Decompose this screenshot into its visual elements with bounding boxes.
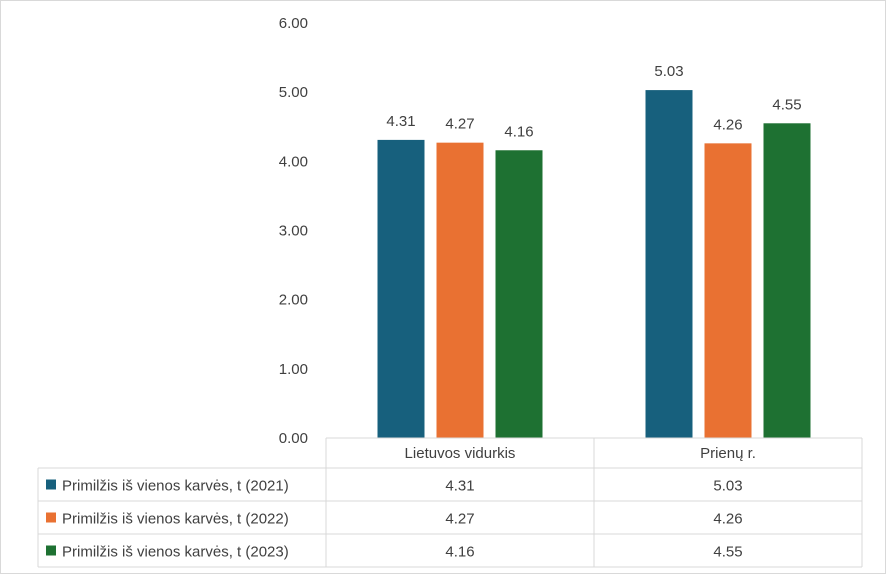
legend-key: [46, 545, 56, 556]
y-tick-label: 5.00: [279, 84, 308, 101]
y-tick-label: 6.00: [279, 15, 308, 32]
legend-key: [46, 512, 56, 523]
table-value: 5.03: [713, 478, 742, 495]
data-label: 4.55: [772, 96, 801, 113]
bar: [763, 123, 811, 439]
table-value: 4.16: [445, 544, 474, 561]
category-label: Lietuvos vidurkis: [405, 445, 516, 462]
bar: [704, 143, 752, 438]
y-tick-label: 0.00: [279, 430, 308, 447]
legend-label: Primilžis iš vienos karvės, t (2022): [62, 511, 289, 528]
bar: [377, 139, 425, 438]
bar: [645, 90, 693, 438]
data-label: 4.26: [713, 116, 742, 133]
data-label: 5.03: [654, 63, 683, 80]
y-tick-label: 1.00: [279, 361, 308, 378]
y-tick-label: 4.00: [279, 153, 308, 170]
legend-label: Primilžis iš vienos karvės, t (2023): [62, 544, 289, 561]
data-label: 4.31: [386, 113, 415, 130]
table-value: 4.31: [445, 478, 474, 495]
y-tick-label: 3.00: [279, 223, 308, 240]
bar: [436, 142, 484, 439]
legend-label: Primilžis iš vienos karvės, t (2021): [62, 478, 289, 495]
table-value: 4.26: [713, 511, 742, 528]
legend-key: [46, 479, 56, 490]
table-value: 4.55: [713, 544, 742, 561]
bar: [495, 150, 543, 438]
y-tick-label: 2.00: [279, 292, 308, 309]
data-label: 4.16: [504, 123, 533, 140]
table-value: 4.27: [445, 511, 474, 528]
data-label: 4.27: [445, 116, 474, 133]
category-label: Prienų r.: [700, 445, 756, 462]
